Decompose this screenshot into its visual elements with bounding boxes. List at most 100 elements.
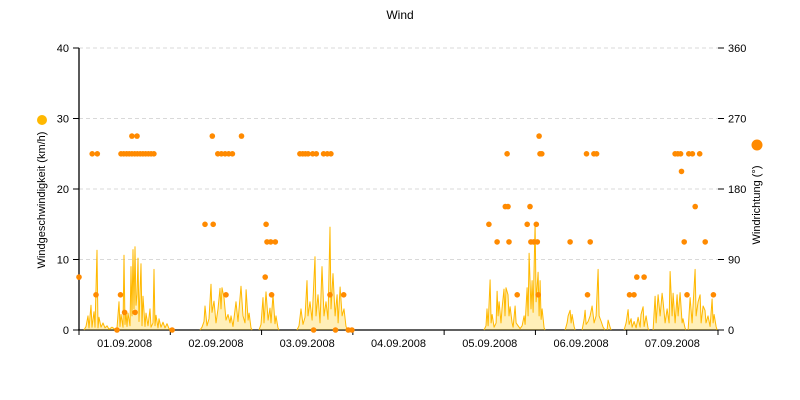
chart-title: Wind — [386, 8, 414, 22]
direction-dot — [533, 221, 540, 228]
direction-dot — [696, 151, 703, 157]
direction-dot — [117, 292, 124, 298]
direction-dot — [89, 151, 95, 157]
speed-area — [582, 269, 606, 330]
direction-dot — [223, 292, 229, 298]
direction-dot — [584, 292, 591, 298]
speed-line — [199, 283, 253, 331]
direction-dot — [677, 151, 684, 157]
direction-dot — [210, 221, 216, 228]
direction-dot — [587, 239, 593, 245]
direction-dot — [678, 168, 685, 175]
speed-area — [259, 291, 279, 330]
right-tick-label: 270 — [728, 114, 746, 126]
direction-dot — [340, 292, 347, 298]
direction-dot — [132, 309, 138, 316]
right-tick-label: 0 — [728, 325, 734, 337]
direction-dot — [202, 221, 208, 228]
x-tick-label: 02.09.2008 — [188, 338, 243, 350]
speed-line — [258, 291, 280, 331]
direction-dot — [534, 239, 541, 245]
direction-dot — [710, 292, 717, 298]
direction-dot — [310, 327, 317, 333]
x-tick-label: 07.09.2008 — [645, 338, 700, 350]
direction-dot — [238, 133, 245, 139]
direction-dot — [94, 151, 101, 157]
direction-dot — [536, 133, 542, 139]
speed-line — [606, 319, 612, 331]
direction-dot — [332, 327, 339, 333]
left-tick-label: 30 — [57, 114, 69, 126]
direction-dot — [583, 151, 590, 157]
direction-dot — [567, 239, 573, 245]
right-tick-label: 180 — [728, 184, 746, 196]
speed-area — [484, 222, 546, 330]
direction-dot — [684, 292, 690, 298]
direction-dot — [631, 292, 637, 298]
direction-dot — [692, 203, 698, 210]
left-tick-label: 0 — [63, 325, 69, 337]
direction-dot — [349, 327, 355, 333]
speed-line — [623, 306, 650, 331]
speed-area — [200, 284, 252, 330]
direction-dot — [505, 203, 511, 210]
x-tick-label: 04.09.2008 — [371, 338, 426, 350]
direction-dot — [209, 133, 216, 139]
direction-dot — [313, 151, 320, 157]
direction-dot — [506, 239, 512, 245]
direction-dot — [93, 292, 99, 298]
left-tick-label: 20 — [57, 184, 69, 196]
speed-line — [296, 226, 350, 331]
direction-dot — [514, 292, 520, 298]
speed-line — [83, 246, 171, 331]
direction-dot — [593, 151, 600, 157]
speed-line — [581, 268, 606, 331]
direction-dot — [263, 221, 269, 228]
direction-dot — [129, 133, 135, 139]
direction-dot — [268, 292, 275, 298]
speed-area — [624, 306, 650, 330]
direction-legend-dot — [751, 139, 763, 151]
direction-dot — [494, 239, 500, 245]
direction-dot — [535, 292, 541, 298]
direction-dot — [626, 292, 633, 298]
direction-dot — [267, 239, 274, 245]
direction-dot — [504, 151, 510, 157]
direction-dot — [681, 239, 687, 245]
x-tick-label: 06.09.2008 — [554, 338, 609, 350]
direction-dot — [641, 274, 647, 280]
direction-dot — [327, 292, 333, 298]
speed-line — [564, 309, 576, 331]
direction-dot — [527, 203, 533, 210]
speed-area — [565, 310, 576, 330]
direction-dot — [134, 133, 140, 139]
speed-line — [483, 222, 546, 331]
direction-dot — [229, 151, 236, 157]
right-tick-label: 360 — [728, 43, 746, 55]
direction-dot — [169, 327, 175, 333]
right-tick-label: 90 — [728, 255, 740, 267]
direction-dot — [634, 274, 640, 280]
direction-dot — [689, 151, 696, 157]
x-tick-label: 01.09.2008 — [97, 338, 152, 350]
speed-legend-dot — [37, 115, 47, 125]
direction-dot — [328, 151, 334, 157]
direction-dot — [114, 327, 120, 333]
direction-dot — [486, 221, 492, 228]
direction-dot — [524, 221, 530, 228]
direction-dot — [76, 274, 82, 280]
speed-line — [687, 268, 718, 331]
direction-dot — [121, 309, 128, 316]
direction-dot — [305, 151, 311, 157]
direction-dot — [151, 151, 157, 157]
left-tick-label: 40 — [57, 43, 69, 55]
x-tick-label: 05.09.2008 — [462, 338, 517, 350]
direction-dot — [272, 239, 279, 245]
direction-dot — [702, 239, 708, 245]
speed-line — [652, 271, 687, 331]
x-tick-label: 03.09.2008 — [280, 338, 335, 350]
direction-dot — [262, 274, 269, 280]
direction-dot — [539, 151, 545, 157]
